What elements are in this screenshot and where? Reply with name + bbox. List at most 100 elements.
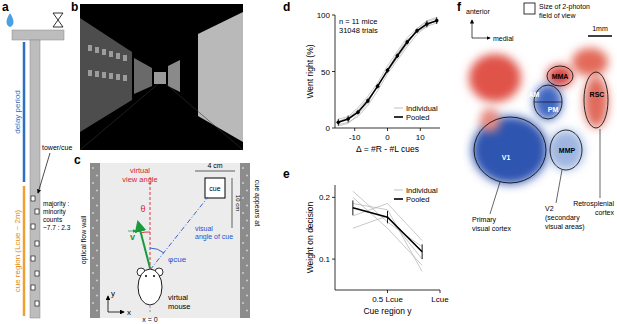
x-tick-label: 10 — [416, 133, 425, 142]
wall-label: optical flow wall — [80, 215, 88, 264]
compass-arrow — [472, 20, 473, 38]
area-label: PM — [548, 106, 559, 113]
scale-bar — [588, 35, 612, 37]
flow-dot — [242, 242, 244, 244]
area-label: AM — [529, 91, 540, 98]
width-label: 4 cm — [207, 162, 222, 169]
x-axis-label: Cue region y — [363, 306, 412, 316]
cue-region-label: cue region (Lcue ~ 2m) — [13, 209, 22, 292]
ratio-label: ~7.7 : 2.3 — [43, 224, 71, 231]
hourglass — [53, 13, 63, 27]
cue-tower — [35, 209, 39, 214]
panel-label: a — [2, 0, 9, 14]
flow-dot — [96, 220, 98, 222]
mouse-body — [138, 269, 162, 305]
maze-arm — [12, 30, 64, 40]
area-name: (secondary — [545, 214, 580, 222]
data-point — [415, 29, 419, 33]
length-bracket — [232, 178, 233, 228]
area-border — [550, 130, 582, 170]
data-point — [376, 84, 380, 88]
fov-box — [524, 3, 535, 14]
area-border — [547, 66, 573, 86]
heading-line — [150, 176, 151, 270]
plot-area — [336, 17, 438, 125]
legend-key — [394, 190, 403, 191]
mouse-label: virtual — [168, 293, 188, 302]
phi-arc — [150, 248, 164, 253]
visual-angle-label: angle of cue — [195, 233, 233, 241]
flow-dot — [242, 182, 244, 184]
x-tick — [387, 128, 388, 131]
area-label: V1 — [502, 154, 511, 161]
data-point — [366, 99, 370, 103]
cue-tower — [31, 224, 35, 229]
area-name: V2 — [545, 205, 554, 212]
floor-edge — [166, 84, 243, 150]
water-drop — [7, 13, 14, 27]
flow-dot — [242, 167, 244, 169]
flow-dot — [246, 220, 248, 222]
area-name: visual cortex — [472, 225, 511, 232]
window — [95, 47, 99, 53]
flow-dot — [246, 295, 248, 297]
flow-dot — [92, 302, 94, 304]
activity-blob — [469, 54, 521, 102]
x-tick-label: 0.5 Lcue — [372, 295, 403, 304]
window — [109, 73, 113, 79]
data-point — [336, 121, 340, 125]
panel-label: f — [457, 0, 462, 14]
flow-dot — [242, 212, 244, 214]
x-axis-label: Δ = #R - #L cues — [356, 144, 419, 154]
flow-dot — [92, 257, 94, 259]
flow-dot — [92, 167, 94, 169]
cue-tower — [31, 256, 35, 261]
pointer — [600, 129, 601, 198]
visual-angle-label: visual — [195, 225, 213, 232]
area-label: MMA — [552, 73, 569, 80]
data-point — [405, 40, 409, 44]
flow-dot — [96, 205, 98, 207]
area-label: MMP — [559, 147, 576, 154]
fov-label: Size of 2-photon — [539, 3, 590, 11]
data-point — [435, 19, 439, 23]
pointer — [556, 170, 562, 203]
x-tick-label: -10 — [349, 133, 361, 142]
flow-dot — [92, 182, 94, 184]
area-name: Retrosplenial — [573, 200, 614, 208]
legend-label: Individual — [406, 186, 438, 195]
ratio-label: minority — [43, 208, 67, 216]
flow-dot — [96, 250, 98, 252]
view-angle-label: view angle — [122, 175, 157, 184]
tower-arrow — [38, 153, 50, 193]
legend-label: Pooled — [406, 113, 429, 122]
cue-tower — [35, 271, 39, 276]
floor — [100, 163, 240, 318]
flow-dot — [96, 310, 98, 312]
activity-blob — [534, 84, 562, 120]
area-border — [584, 72, 608, 128]
flow-dot — [92, 272, 94, 274]
mouse-label: mouse — [168, 302, 191, 311]
phi-label: φcue — [168, 255, 187, 264]
vector-mark — [128, 231, 136, 232]
flow-dot — [242, 302, 244, 304]
delay-bar — [23, 42, 26, 182]
x-label: x — [127, 308, 131, 317]
y-tick-label: 0.1 — [319, 255, 331, 264]
width-bracket — [195, 171, 235, 172]
legend-key — [394, 108, 403, 109]
figure: adelay periodcue region (Lcue ~ 2m)tower… — [0, 0, 617, 324]
fov-label: field of view — [539, 12, 577, 19]
window — [88, 45, 92, 51]
delay-label: delay period — [13, 90, 22, 134]
compass-label: medial — [493, 35, 514, 42]
flow-dot — [92, 287, 94, 289]
pointer — [490, 182, 500, 214]
cue-tower — [31, 196, 35, 201]
flow-dot — [246, 175, 248, 177]
window — [95, 71, 99, 77]
window — [123, 55, 127, 61]
flow-dot — [96, 295, 98, 297]
compass-label: anterior — [466, 8, 490, 15]
